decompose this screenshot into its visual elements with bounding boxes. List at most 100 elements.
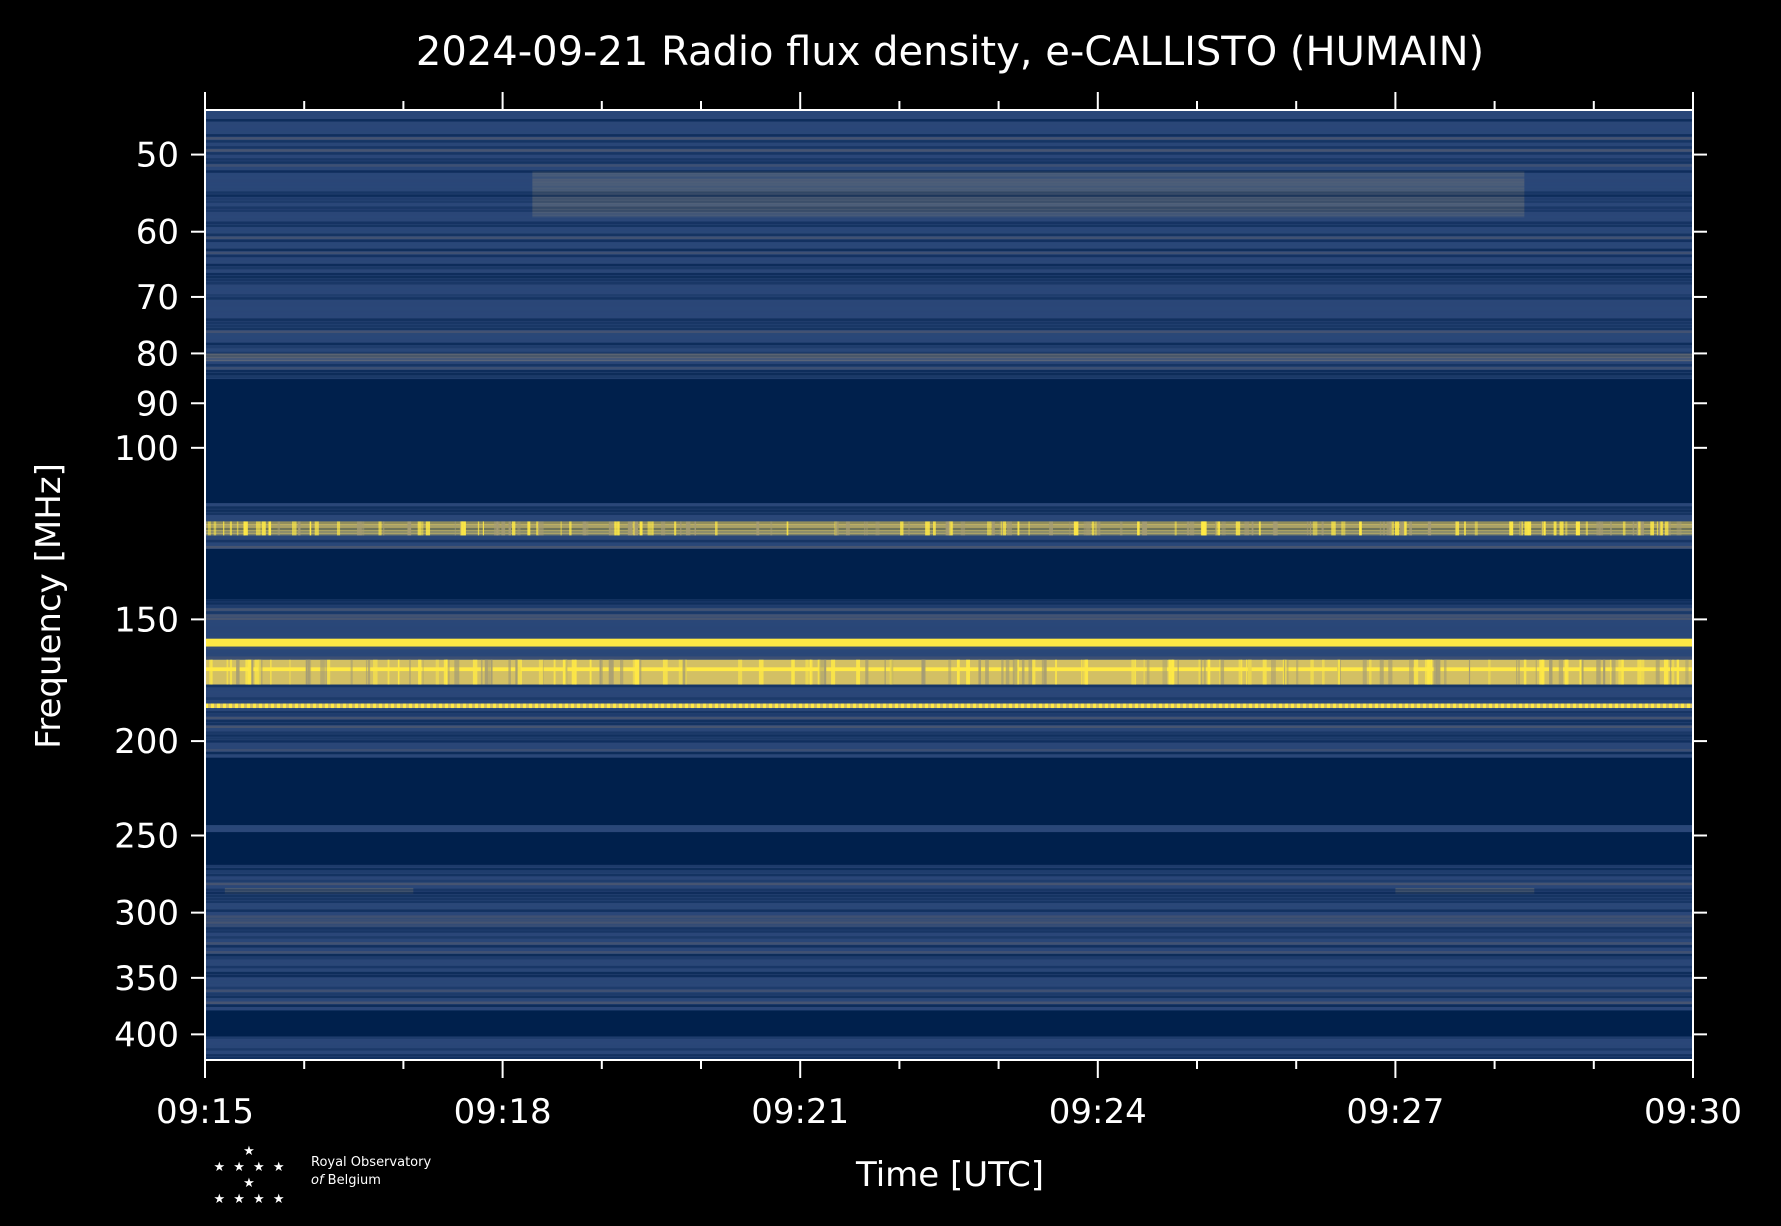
burst-spike	[1095, 521, 1099, 536]
dot-mark	[1531, 703, 1534, 709]
burst-spike	[1143, 659, 1145, 685]
dot-mark	[721, 703, 724, 709]
burst-spike	[1219, 659, 1221, 685]
dot-mark	[841, 703, 844, 709]
noise-streak	[205, 700, 1693, 704]
dot-mark	[487, 703, 490, 709]
burst-spike	[1246, 659, 1248, 685]
noise-streak	[205, 281, 1693, 285]
noise-streak	[205, 197, 1693, 200]
burst-spike	[236, 521, 239, 536]
noise-streak	[205, 176, 1693, 179]
burst-spike	[245, 659, 249, 685]
dot-mark	[859, 703, 862, 709]
dot-mark	[913, 703, 916, 709]
dot-mark	[1051, 703, 1054, 709]
noise-streak	[205, 933, 1693, 936]
dot-mark	[1639, 703, 1642, 709]
noise-streak	[205, 1051, 1693, 1054]
dot-mark	[1405, 703, 1408, 709]
burst-spike	[831, 659, 836, 685]
heatmap-band	[205, 548, 1693, 600]
burst-spike	[538, 659, 544, 685]
noise-streak	[205, 278, 1693, 282]
heatmap-band	[205, 1010, 1693, 1037]
burst-spike	[791, 659, 795, 685]
noise-streak	[205, 725, 1693, 729]
dot-mark	[1525, 703, 1528, 709]
dot-mark	[349, 703, 352, 709]
noise-streak	[205, 711, 1693, 714]
dot-mark	[673, 703, 676, 709]
noise-streak	[205, 977, 1693, 981]
noise-streak	[205, 737, 1693, 740]
noise-streak	[205, 149, 1693, 152]
logo-star-row: ★ ★ ★ ★ ★	[213, 1160, 287, 1191]
burst-spike	[1244, 521, 1250, 536]
dot-mark	[1387, 703, 1390, 709]
burst-spike	[1200, 659, 1203, 685]
noise-streak	[205, 740, 1693, 743]
dot-mark	[1189, 703, 1192, 709]
dot-mark	[1369, 703, 1372, 709]
noise-streak	[205, 191, 1693, 194]
dot-mark	[451, 703, 454, 709]
noise-streak	[205, 272, 1693, 276]
burst-spike	[1241, 659, 1243, 685]
dot-mark	[973, 703, 976, 709]
dot-mark	[757, 703, 760, 709]
dot-mark	[1417, 703, 1420, 709]
noise-streak	[205, 694, 1693, 697]
burst-spike	[1663, 659, 1669, 685]
dot-mark	[229, 703, 232, 709]
burst-spike	[307, 659, 310, 685]
noise-streak	[205, 751, 1693, 755]
dot-mark	[1543, 703, 1546, 709]
dot-mark	[1669, 703, 1672, 709]
dot-mark	[775, 703, 778, 709]
burst-spike	[1321, 659, 1325, 685]
noise-streak	[205, 1057, 1693, 1060]
burst-spike	[809, 659, 813, 685]
noise-streak	[205, 959, 1693, 963]
burst-spike	[1218, 521, 1221, 536]
noise-streak	[205, 545, 1693, 549]
burst-spike	[1043, 659, 1047, 685]
burst-spike	[1343, 521, 1346, 536]
dot-mark	[943, 703, 946, 709]
burst-spike	[292, 521, 297, 536]
noise-streak	[205, 113, 1693, 116]
dot-mark	[1159, 703, 1162, 709]
dot-mark	[1567, 703, 1570, 709]
dot-mark	[217, 703, 220, 709]
y-axis-label: Frequency [MHz]	[29, 463, 69, 749]
dot-mark	[997, 703, 1000, 709]
burst-spike	[627, 521, 633, 536]
dot-mark	[1555, 703, 1558, 709]
burst-spike	[1083, 521, 1088, 536]
burst-spike	[501, 521, 506, 536]
noise-streak	[205, 125, 1693, 128]
heatmap-band	[224, 887, 414, 894]
noise-streak	[205, 373, 1693, 376]
dot-mark	[1285, 703, 1288, 709]
noise-streak	[205, 942, 1693, 945]
noise-streak	[205, 312, 1693, 315]
dot-mark	[817, 703, 820, 709]
burst-spike	[660, 521, 666, 536]
burst-spike	[487, 659, 491, 685]
burst-spike	[1321, 521, 1324, 536]
burst-spike	[1382, 521, 1386, 536]
dot-mark	[1483, 703, 1486, 709]
burst-spike	[1409, 659, 1414, 685]
dot-mark	[1297, 703, 1300, 709]
noise-streak	[205, 318, 1693, 321]
dot-mark	[337, 703, 340, 709]
noise-streak	[205, 611, 1693, 614]
royal-observatory-logo: ★ ★ ★ ★ ★ ★ ★ ★ ★ ★ Royal Observatory of…	[205, 1140, 465, 1207]
dot-mark	[511, 703, 514, 709]
dot-mark	[1177, 703, 1180, 709]
burst-spike	[817, 659, 821, 685]
burst-spike	[1435, 659, 1441, 685]
noise-streak	[205, 128, 1693, 131]
